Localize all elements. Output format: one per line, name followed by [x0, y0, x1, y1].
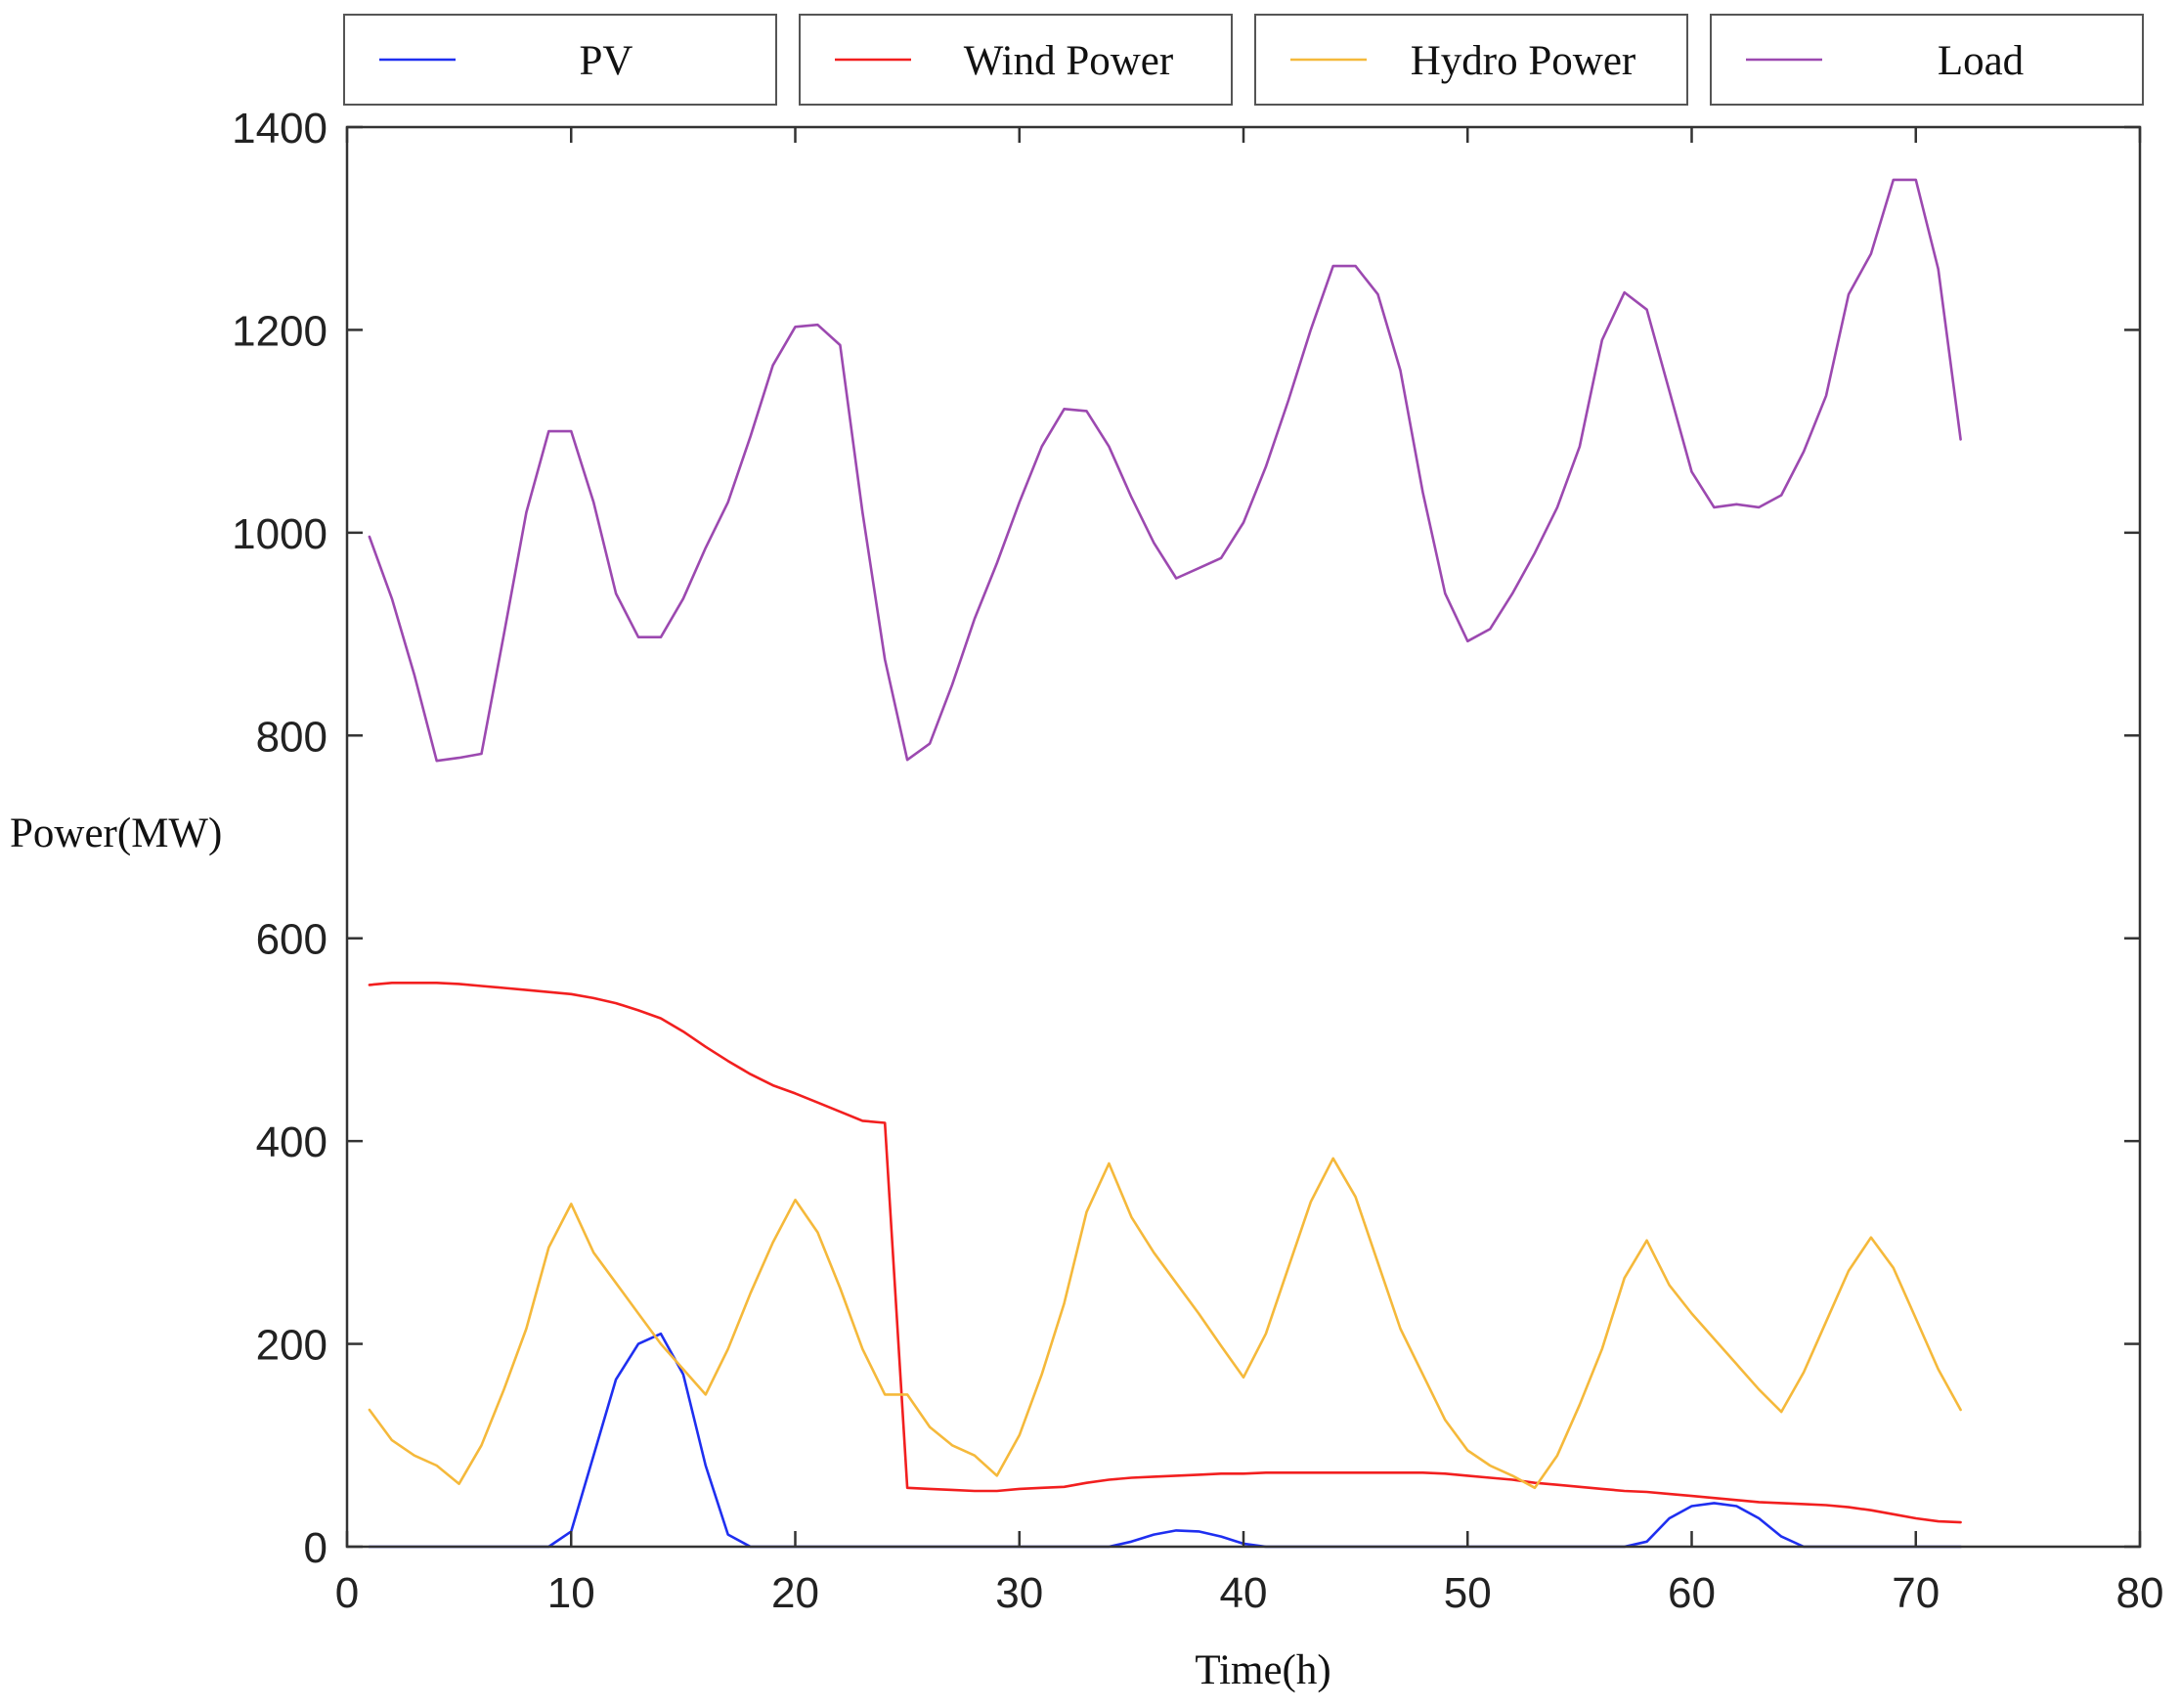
y-tick-label-600: 600 [256, 916, 327, 964]
x-tick-label-30: 30 [995, 1569, 1043, 1617]
legend-item-hydro-power: Hydro Power [1254, 14, 1688, 106]
legend-item-load: Load [1710, 14, 2144, 106]
y-tick-label-1000: 1000 [232, 510, 327, 558]
series-line-wind-power [368, 981, 1962, 1524]
legend-label-hydro-power: Hydro Power [1411, 38, 1636, 84]
x-axis-title: Time(h) [1195, 1647, 1330, 1693]
y-tick-label-1400: 1400 [232, 105, 327, 153]
legend-item-pv: PV [343, 14, 777, 106]
series-line-load [368, 178, 1962, 763]
series-line-pv [368, 1332, 1962, 1549]
x-tick-label-10: 10 [547, 1569, 595, 1617]
x-tick-label-20: 20 [771, 1569, 819, 1617]
legend: PV Wind Power Hydro Power Load [343, 14, 2144, 106]
axis-ticks: 0 10 20 30 40 50 60 70 8002004006008001000120014… [232, 105, 2163, 1617]
x-tick-label-0: 0 [335, 1569, 359, 1617]
series-line-hydro-power [368, 1157, 1962, 1490]
plot-area-frame [345, 125, 2142, 1549]
y-tick-label-0: 0 [304, 1524, 327, 1572]
y-tick-label-800: 800 [256, 713, 327, 761]
x-tick-label-80: 80 [2116, 1569, 2164, 1617]
x-tick-label-50: 50 [1444, 1569, 1492, 1617]
legend-label-wind-power: Wind Power [964, 38, 1173, 84]
x-tick-label-70: 70 [1892, 1569, 1940, 1617]
series-layer [368, 178, 1962, 1549]
y-tick-label-1200: 1200 [232, 307, 327, 355]
y-tick-label-200: 200 [256, 1322, 327, 1370]
y-tick-label-400: 400 [256, 1118, 327, 1166]
y-axis-title: Power(MW) [10, 810, 222, 856]
legend-label-load: Load [1938, 38, 2024, 84]
legend-label-pv: PV [580, 38, 633, 84]
x-tick-label-60: 60 [1668, 1569, 1716, 1617]
legend-item-wind-power: Wind Power [799, 14, 1233, 106]
x-tick-label-40: 40 [1220, 1569, 1268, 1617]
